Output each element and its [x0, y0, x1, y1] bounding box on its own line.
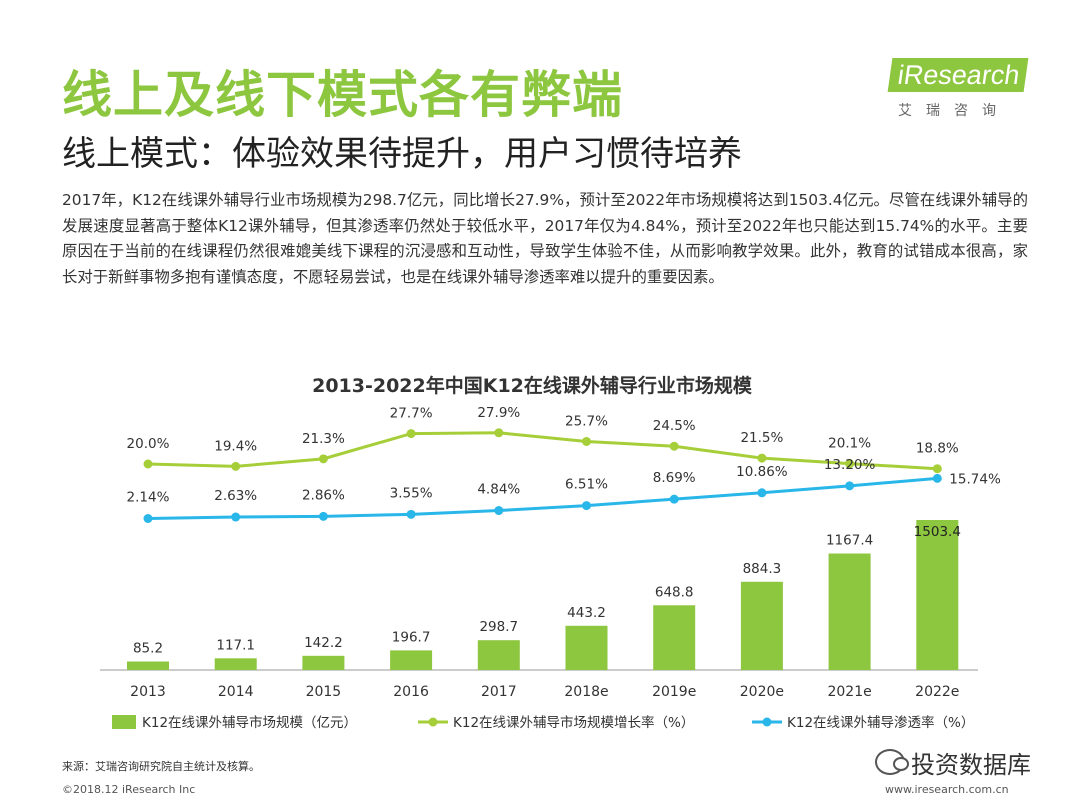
growth-label: 27.9% — [477, 405, 520, 421]
bar-value-label: 196.7 — [392, 629, 431, 645]
bar-2019e — [653, 605, 696, 670]
market-size-chart: 2013-2022年中国K12在线课外辅导行业市场规模 85.2 117.1 142… — [100, 374, 1001, 731]
growth-label: 24.5% — [653, 418, 696, 434]
bar-2022e — [916, 520, 959, 670]
bar-2020e — [740, 581, 783, 670]
page-title: 线上及线下模式各有弊端 — [62, 66, 623, 124]
logo-brand: iResearch — [887, 58, 1028, 92]
growth-point — [845, 459, 855, 469]
penetration-label: 4.84% — [477, 482, 520, 498]
bar-value-label: 1503.4 — [914, 524, 961, 540]
legend-marker-penetration — [762, 717, 772, 727]
bar-2016 — [390, 650, 433, 670]
penetration-point — [406, 509, 416, 519]
penetration-line — [147, 476, 938, 520]
logo-sub: 艾瑞咨询 — [898, 103, 1010, 119]
bar-value-label: 884.3 — [743, 561, 782, 577]
watermark-text: 投资数据库 — [911, 750, 1031, 779]
iresearch-logo: iResearch 艾瑞咨询 — [887, 58, 1030, 128]
penetration-label: 2.86% — [302, 487, 345, 503]
growth-point — [582, 436, 591, 446]
bar-value-label: 648.8 — [655, 584, 694, 600]
wechat-icon — [875, 749, 909, 775]
penetration-label: 6.51% — [565, 477, 608, 493]
growth-label: 20.0% — [127, 436, 170, 452]
bar-2018e — [565, 625, 608, 670]
bar-value-label: 443.2 — [567, 605, 606, 621]
x-tick-label: 2020e — [740, 684, 784, 700]
source-note: 来源：艾瑞咨询研究院自主统计及核算。 — [62, 760, 260, 773]
penetration-point — [231, 512, 241, 522]
growth-point — [318, 454, 328, 464]
x-tick-label: 2013 — [130, 684, 166, 700]
penetration-label: 8.69% — [653, 470, 696, 486]
growth-label: 20.1% — [828, 436, 871, 452]
growth-label: 25.7% — [565, 413, 608, 429]
x-tick-label: 2021e — [827, 684, 871, 700]
growth-label: 27.7% — [390, 406, 433, 422]
legend-label-growth: K12在线课外辅导市场规模增长率（%） — [453, 714, 694, 731]
growth-point — [932, 464, 942, 474]
bar-2015 — [302, 655, 345, 670]
penetration-label: 2.63% — [214, 488, 257, 504]
bar-value-label: 298.7 — [479, 619, 518, 635]
growth-point — [143, 459, 153, 469]
penetration-point — [757, 488, 767, 498]
x-tick-label: 2022e — [915, 684, 959, 700]
site-url: www.iresearch.com.cn — [885, 783, 1009, 796]
penetration-point — [669, 494, 679, 504]
x-tick-label: 2017 — [481, 684, 517, 700]
bar-2021e — [828, 553, 871, 670]
growth-point — [669, 441, 679, 451]
legend-swatch-bar — [112, 715, 136, 729]
x-tick-label: 2019e — [652, 684, 696, 700]
watermark: 投资数据库 — [875, 745, 1031, 779]
legend-label-bar: K12在线课外辅导市场规模（亿元） — [142, 714, 357, 731]
legend-marker-growth — [428, 717, 438, 727]
growth-label: 21.5% — [740, 430, 783, 446]
penetration-label: 15.74% — [949, 471, 1001, 487]
bar-value-label: 1167.4 — [826, 533, 873, 549]
bar-value-label: 142.2 — [304, 635, 343, 651]
penetration-point — [845, 481, 855, 491]
x-tick-label: 2018e — [564, 684, 608, 700]
growth-rate-line — [147, 431, 938, 471]
growth-label: 21.3% — [302, 431, 345, 447]
penetration-point — [318, 511, 328, 521]
growth-label: 18.8% — [916, 441, 959, 457]
bar-value-label: 85.2 — [133, 640, 163, 656]
penetration-point — [582, 501, 591, 511]
growth-point — [494, 428, 504, 438]
bar-2017 — [477, 640, 520, 670]
legend-label-penetration: K12在线课外辅导渗透率（%） — [787, 714, 974, 731]
bar-2014 — [214, 658, 257, 670]
penetration-label: 10.86% — [736, 464, 788, 480]
penetration-label: 2.14% — [127, 490, 170, 506]
penetration-point — [143, 514, 153, 523]
growth-point — [757, 453, 767, 463]
growth-point — [231, 461, 241, 471]
x-tick-label: 2014 — [218, 684, 254, 700]
x-tick-label: 2015 — [306, 684, 342, 700]
penetration-label: 3.55% — [390, 485, 433, 501]
x-tick-label: 2016 — [393, 684, 429, 700]
growth-label: 19.4% — [214, 438, 257, 454]
penetration-point — [932, 473, 942, 483]
penetration-label: 13.20% — [824, 457, 876, 473]
growth-point — [406, 429, 416, 439]
bar-2013 — [127, 661, 169, 670]
bar-value-label: 117.1 — [216, 637, 255, 653]
body-paragraph: 2017年，K12在线课外辅导行业市场规模为298.7亿元，同比增长27.9%，… — [62, 191, 1028, 286]
page-subtitle: 线上模式：体验效果待提升，用户习惯待培养 — [62, 134, 742, 174]
copyright: ©2018.12 iResearch Inc — [62, 783, 196, 796]
penetration-point — [494, 506, 504, 516]
chart-title: 2013-2022年中国K12在线课外辅导行业市场规模 — [312, 374, 753, 397]
